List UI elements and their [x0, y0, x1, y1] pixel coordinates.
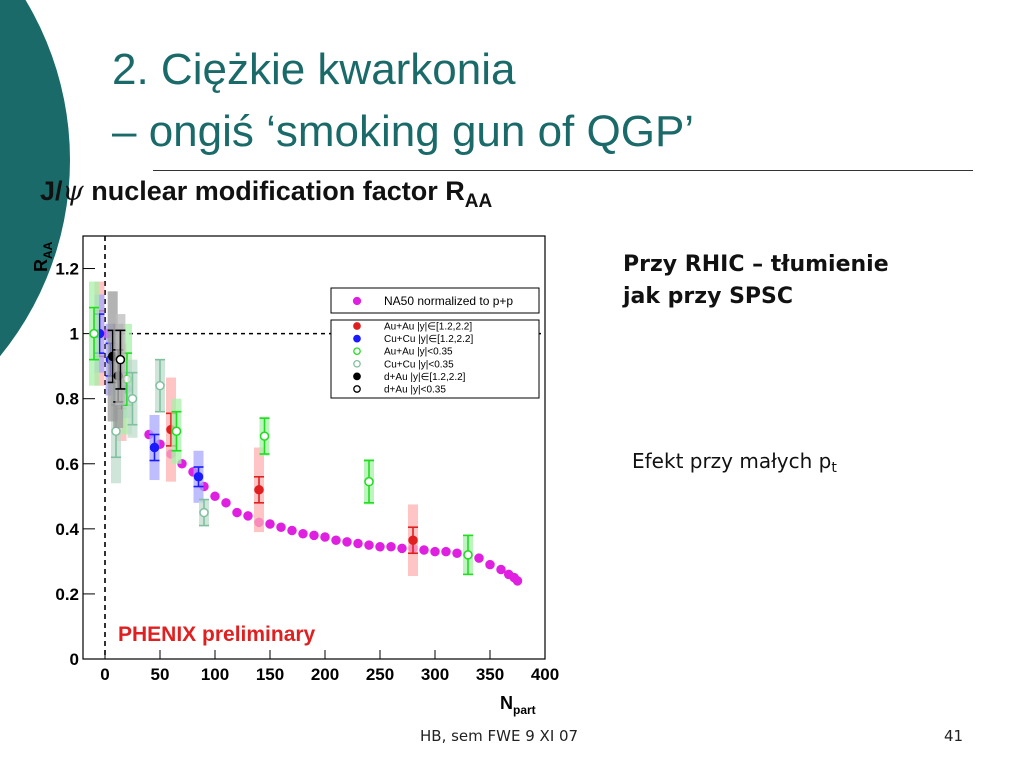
- data-point: [364, 476, 374, 487]
- legend-box-top: [330, 287, 540, 314]
- x-tick-label: 50: [151, 665, 170, 684]
- data-point: [111, 426, 121, 436]
- slide-title-line1: 2. Ciężkie kwarkonia: [112, 45, 516, 94]
- data-point: [309, 530, 319, 541]
- low-pt-note: Efekt przy małych pt: [632, 449, 837, 476]
- series-group: [115, 314, 126, 406]
- data-point: [419, 545, 429, 555]
- rhic-suppression-note: Przy RHIC – tłumienie jak przy SPSC: [623, 249, 889, 313]
- legend-marker: [353, 334, 361, 343]
- data-point: [496, 564, 506, 575]
- data-point: [210, 491, 220, 502]
- slide-title-line2: – ongiś ‘smoking gun of QGP’: [112, 107, 695, 156]
- y-tick-label: 0.4: [55, 520, 79, 539]
- plot-title-sub: AA: [464, 191, 493, 212]
- data-point: [485, 559, 495, 570]
- data-point: [265, 519, 275, 529]
- x-tick-label: 350: [476, 665, 504, 684]
- legend-marker: [353, 322, 361, 330]
- low-pt-text: Efekt przy małych p: [632, 449, 832, 473]
- y-tick-label: 1: [70, 325, 79, 344]
- data-point: [353, 538, 363, 549]
- y-tick-label: 0.8: [55, 390, 79, 409]
- legend-label: Au+Au |y|∈[1.2,2.2]: [384, 322, 472, 333]
- data-point: [171, 426, 182, 436]
- data-point: [232, 507, 242, 518]
- data-point: [155, 380, 165, 391]
- data-point: [221, 498, 231, 508]
- phenix-preliminary-label: PHENIX preliminary: [118, 623, 316, 646]
- decor-circle-dark: [0, 0, 70, 357]
- legend-label: Cu+Cu |y|∈[1.2,2.2]: [384, 334, 473, 345]
- data-point: [375, 541, 385, 552]
- data-point: [452, 548, 462, 558]
- x-tick-label: 0: [100, 665, 109, 684]
- legend-label: NA50 normalized to p+p: [384, 294, 513, 308]
- legend-label: d+Au |y|<0.35: [384, 385, 446, 396]
- y-tick-label: 0.6: [55, 455, 79, 474]
- plot-title-psi: ψ: [62, 176, 84, 207]
- data-point: [364, 540, 374, 550]
- legend-marker: [353, 347, 361, 356]
- y-tick-label: 1.2: [55, 260, 79, 279]
- legend-label: Au+Au |y|<0.35: [384, 347, 453, 358]
- low-pt-sub: t: [831, 460, 837, 476]
- y-axis-label: RAA: [31, 241, 55, 272]
- data-point: [463, 550, 473, 560]
- legend: NA50 normalized to p+p Au+Au |y|∈[1.2,2.2…: [330, 287, 540, 399]
- data-point: [115, 354, 126, 365]
- data-point: [386, 541, 396, 552]
- data-point: [243, 511, 253, 521]
- x-tick-label: 300: [421, 665, 449, 684]
- y-tick-label: 0: [70, 650, 79, 669]
- data-point: [298, 528, 308, 539]
- data-point: [331, 535, 341, 545]
- plot-title: J/ψ nuclear modification factor RAA: [40, 176, 492, 213]
- data-point: [89, 328, 99, 339]
- legend-box-main: [330, 319, 540, 399]
- page-number: 41: [944, 727, 964, 745]
- x-tick-label: 200: [311, 665, 339, 684]
- data-point: [149, 442, 160, 453]
- slide-footer: HB, sem FWE 9 XI 07: [420, 727, 579, 745]
- x-tick-label: 250: [366, 665, 394, 684]
- title-divider: [153, 170, 973, 171]
- data-point: [259, 431, 270, 441]
- x-tick-label: 150: [256, 665, 284, 684]
- data-point: [342, 537, 352, 547]
- data-point: [512, 576, 523, 586]
- data-point: [254, 485, 264, 495]
- legend-marker: [353, 385, 361, 393]
- legend-marker: [353, 372, 361, 381]
- data-point: [474, 553, 484, 563]
- data-point: [408, 535, 418, 545]
- legend-label: d+Au |y|∈[1.2,2.2]: [384, 372, 466, 383]
- x-tick-label: 100: [201, 665, 229, 684]
- data-point: [127, 393, 138, 404]
- data-point: [276, 522, 286, 532]
- data-point: [193, 472, 204, 482]
- x-tick-label: 400: [531, 665, 559, 684]
- y-axis-label-sub: AA: [41, 241, 55, 259]
- data-point: [397, 543, 407, 554]
- x-axis-label-sub: part: [513, 703, 536, 717]
- x-axis-label: Npart: [500, 693, 536, 717]
- data-point: [320, 532, 330, 542]
- legend-marker: [352, 296, 362, 306]
- legend-marker: [353, 359, 361, 368]
- rhic-note-line1: Przy RHIC – tłumienie: [623, 252, 889, 277]
- data-point: [441, 546, 451, 557]
- data-point: [287, 525, 297, 536]
- data-point: [430, 546, 440, 557]
- data-point: [199, 507, 209, 518]
- y-axis-label-group: RAA: [31, 241, 55, 272]
- y-tick-label: 0.2: [55, 585, 79, 604]
- rhic-note-line2: jak przy SPSC: [623, 284, 794, 309]
- plot-title-prefix: J/: [40, 176, 63, 206]
- plot-title-main: nuclear modification factor R: [83, 176, 465, 206]
- legend-label: Cu+Cu |y|<0.35: [384, 359, 454, 370]
